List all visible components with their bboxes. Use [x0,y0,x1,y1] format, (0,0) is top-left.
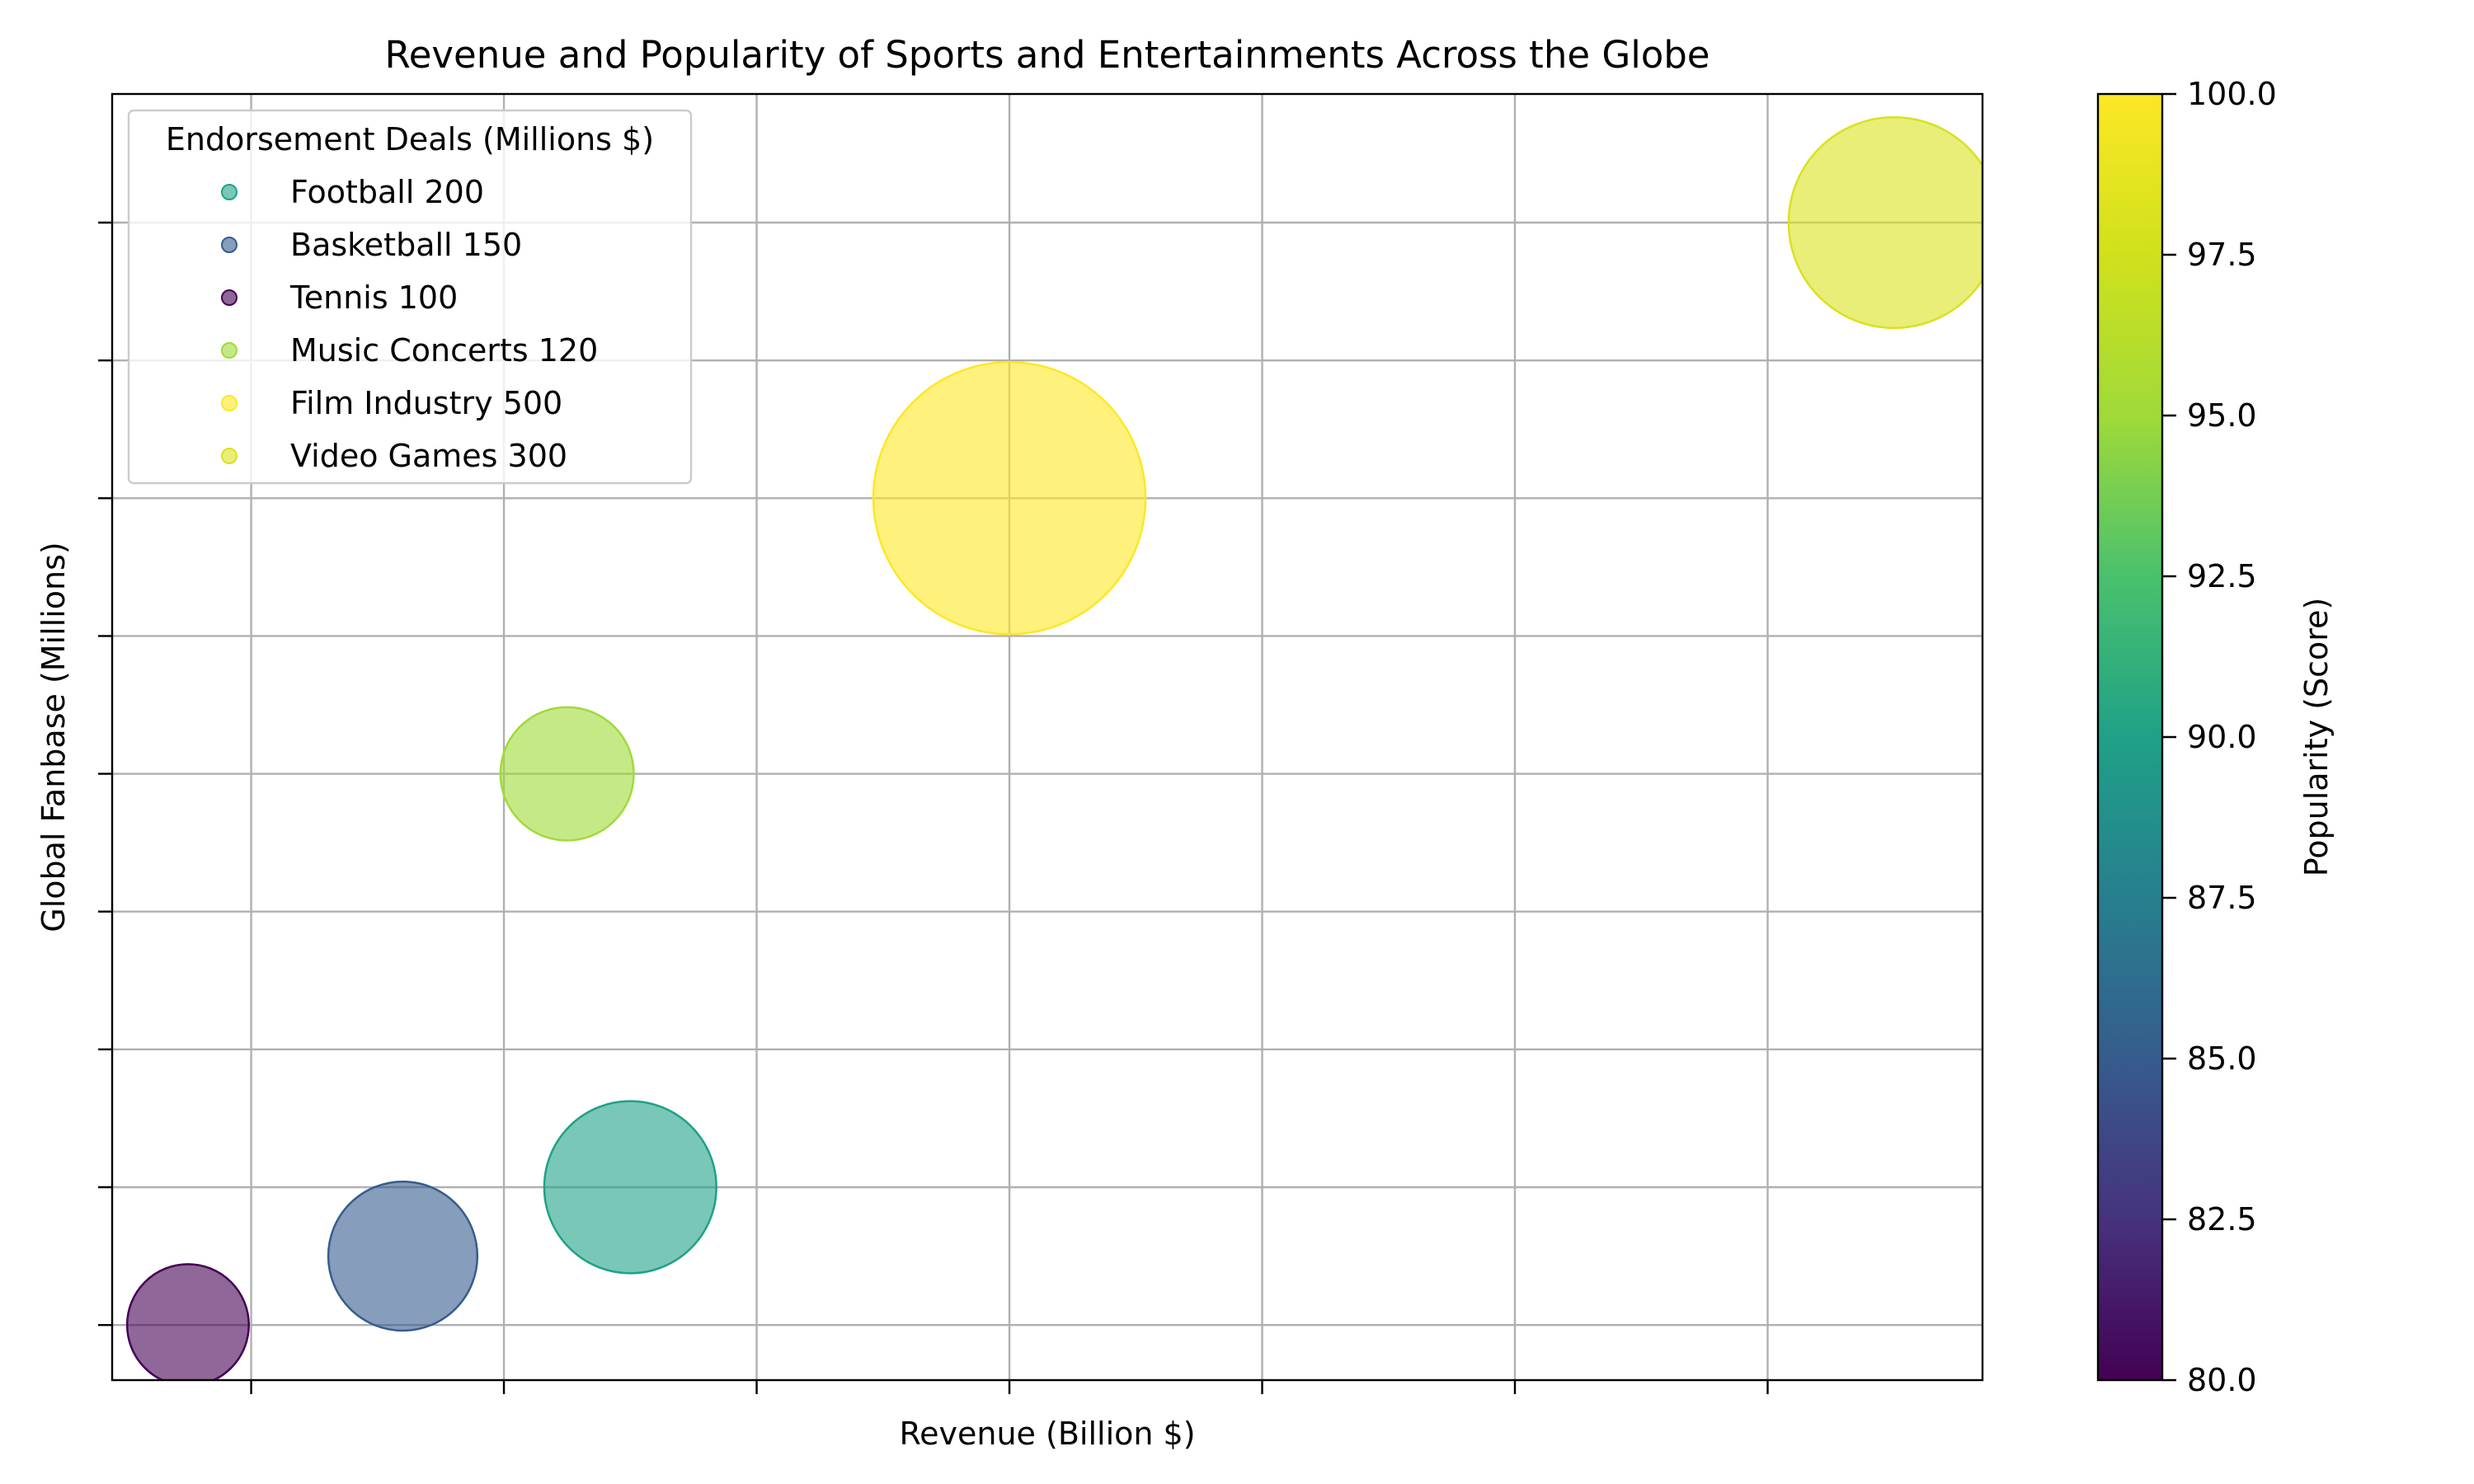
legend-marker-4 [221,395,238,411]
legend-label-1: Basketball 150 [290,227,522,263]
colorbar-tick-label-4: 90.0 [2187,719,2257,755]
colorbar-tick-label-3: 87.5 [2187,880,2257,916]
colorbar: 80.0 82.5 85.0 87.5 90.0 92.5 95.0 97.5 100.0 Po… [2096,76,2335,1398]
chart-title: Revenue and Popularity of Sports and Ent… [385,33,1710,77]
legend-marker-3 [221,342,238,359]
x-axis-ticks [250,1380,1769,1394]
colorbar-tick-label-0: 80.0 [2187,1362,2257,1398]
x-axis-label: Revenue (Billion $) [899,1416,1195,1452]
legend-label-2: Tennis 100 [289,279,458,316]
y-axis-label: Global Fanbase (Millions) [35,542,72,932]
colorbar-label: Popularity (Score) [2298,598,2335,877]
plot-frame [111,92,1984,1382]
bubble-3 [499,706,635,842]
legend-label-0: Football 200 [290,174,484,210]
bubble-1 [327,1180,479,1332]
legend-box [127,109,693,485]
legend-marker-5 [221,448,238,464]
colorbar-gradient [2096,92,2164,1382]
colorbar-tick-label-6: 95.0 [2187,397,2257,434]
bubble-layer [125,115,1982,1380]
legend: Endorsement Deals (Millions $) Football … [127,109,693,485]
colorbar-tick-label-8: 100.0 [2187,76,2277,112]
colorbar-tick-label-7: 97.5 [2187,237,2257,273]
colorbar-tick-label-1: 82.5 [2187,1201,2257,1237]
colorbar-ticks: 80.0 82.5 85.0 87.5 90.0 92.5 95.0 97.5 100.0 [2162,76,2277,1398]
legend-marker-0 [221,184,238,200]
bubble-4 [872,361,1147,636]
bubble-5 [1787,115,1982,330]
y-axis-ticks [98,221,112,1327]
legend-label-3: Music Concerts 120 [290,332,598,369]
legend-label-4: Film Industry 500 [290,385,562,421]
bubble-2 [125,1263,250,1380]
colorbar-tick-label-5: 92.5 [2187,558,2257,594]
legend-title: Endorsement Deals (Millions $) [166,121,654,157]
legend-marker-1 [221,237,238,253]
legend-marker-2 [221,289,238,306]
colorbar-tick-label-2: 85.0 [2187,1040,2257,1077]
bubble-0 [543,1100,717,1275]
legend-label-5: Video Games 300 [290,438,567,474]
